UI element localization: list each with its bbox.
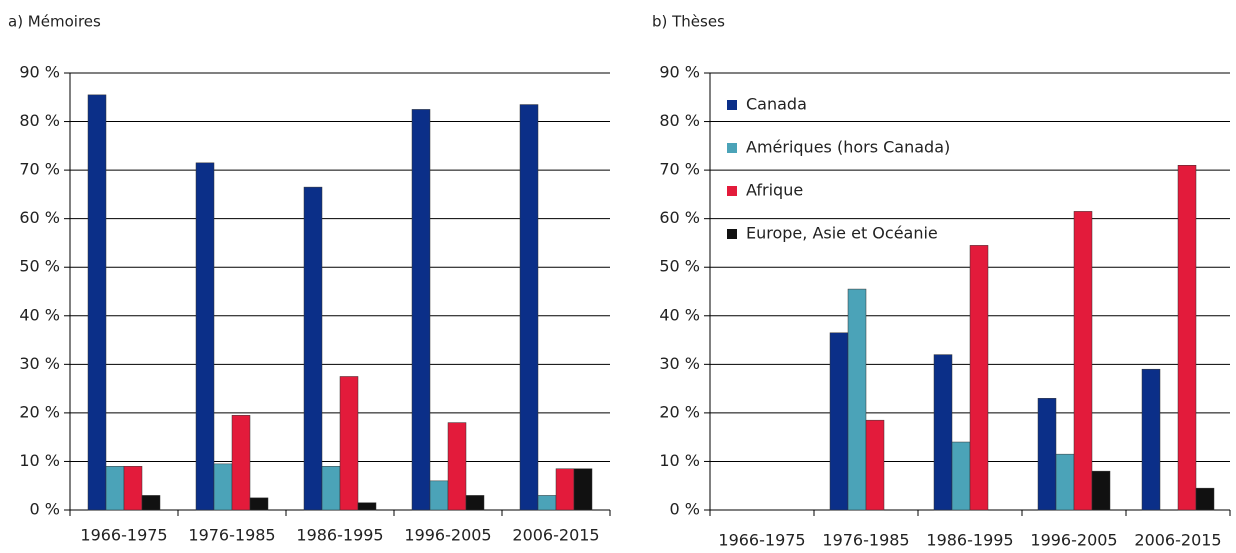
y-tick-label: 50 %: [659, 257, 700, 276]
bar: [357, 502, 377, 511]
bar: [321, 466, 341, 511]
x-tick-label: 1986-1995: [296, 526, 383, 545]
bar: [573, 468, 593, 511]
bar: [123, 466, 143, 511]
y-tick-label: 30 %: [19, 354, 60, 373]
chart-title: b) Thèses: [652, 13, 725, 31]
bar: [411, 109, 431, 511]
bar: [141, 495, 161, 511]
y-tick-label: 80 %: [659, 111, 700, 130]
chart-title: a) Mémoires: [8, 13, 101, 31]
y-tick-label: 10 %: [659, 451, 700, 470]
bar: [303, 186, 323, 511]
bar: [429, 480, 449, 511]
y-tick-label: 90 %: [19, 63, 60, 82]
legend-label: Europe, Asie et Océanie: [746, 224, 938, 243]
x-tick-label: 1996-2005: [404, 526, 491, 545]
bar: [969, 245, 989, 511]
bar: [1055, 453, 1075, 511]
bar: [195, 162, 215, 511]
bar: [231, 415, 251, 511]
x-tick-label: 2006-2015: [512, 526, 599, 545]
bar: [87, 94, 107, 511]
bar: [105, 466, 125, 511]
bar: [465, 495, 485, 511]
y-tick-label: 60 %: [659, 208, 700, 227]
y-tick-label: 40 %: [659, 305, 700, 324]
bar: [519, 104, 539, 511]
bar: [951, 441, 971, 511]
bar: [829, 332, 849, 511]
x-tick-label: 1976-1985: [822, 531, 909, 550]
legend-swatch: [727, 100, 737, 110]
y-tick-label: 20 %: [19, 402, 60, 421]
bar: [1073, 211, 1093, 511]
y-tick-label: 0 %: [670, 500, 700, 519]
bar: [933, 354, 953, 511]
y-tick-label: 40 %: [19, 305, 60, 324]
bar: [865, 419, 885, 511]
bar: [1091, 470, 1111, 511]
x-tick-label: 1966-1975: [80, 526, 167, 545]
y-tick-label: 50 %: [19, 257, 60, 276]
x-tick-label: 1996-2005: [1030, 531, 1117, 550]
bar: [537, 495, 557, 511]
x-tick-label: 1986-1995: [926, 531, 1013, 550]
legend-label: Afrique: [746, 181, 803, 200]
x-tick-label: 1976-1985: [188, 526, 275, 545]
bar: [339, 376, 359, 511]
y-tick-label: 30 %: [659, 354, 700, 373]
y-tick-label: 0 %: [30, 500, 60, 519]
y-tick-label: 20 %: [659, 402, 700, 421]
y-tick-label: 60 %: [19, 208, 60, 227]
legend-label: Amériques (hors Canada): [746, 138, 950, 157]
legend-swatch: [727, 186, 737, 196]
bar: [447, 422, 467, 511]
y-tick-label: 70 %: [19, 160, 60, 179]
y-tick-label: 80 %: [19, 111, 60, 130]
bar: [555, 468, 575, 511]
bar: [1195, 487, 1215, 511]
bar: [213, 463, 233, 511]
legend-swatch: [727, 143, 737, 153]
bar: [1037, 398, 1057, 511]
legend-swatch: [727, 229, 737, 239]
bar: [1141, 368, 1161, 511]
x-tick-label: 1966-1975: [718, 531, 805, 550]
y-tick-label: 70 %: [659, 160, 700, 179]
bar: [249, 497, 269, 511]
y-tick-label: 90 %: [659, 63, 700, 82]
y-tick-label: 10 %: [19, 451, 60, 470]
bar: [1177, 165, 1197, 511]
legend-label: Canada: [746, 95, 807, 114]
x-tick-label: 2006-2015: [1134, 531, 1221, 550]
bar: [847, 288, 867, 511]
